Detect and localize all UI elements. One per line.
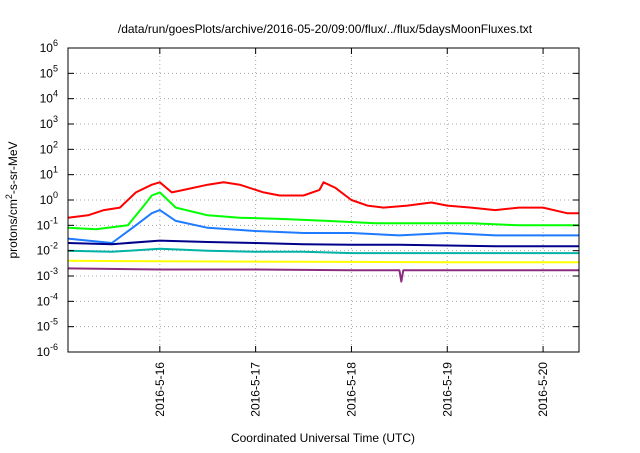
x-tick-label: 2016-5-19 (440, 362, 454, 417)
series-line (67, 181, 579, 219)
y-axis-label-main: protons/cm (6, 199, 20, 258)
y-axis-label: protons/cm2-s-sr-MeV (4, 141, 20, 258)
y-tick-label: 10-2 (37, 241, 58, 258)
y-axis-label-sup: 2 (4, 194, 14, 199)
x-tick-label: 2016-5-16 (153, 362, 167, 417)
series-line (67, 267, 579, 283)
y-tick-label: 10-5 (37, 317, 58, 334)
y-tick-label: 102 (40, 139, 58, 156)
series-line (67, 239, 579, 248)
grid-layer (68, 48, 579, 352)
y-tick-label: 100 (40, 190, 58, 207)
y-tick-label: 10-3 (37, 266, 58, 283)
series-line (67, 259, 579, 264)
y-tick-label: 104 (40, 89, 58, 106)
y-tick-label: 10-6 (37, 342, 58, 359)
series-layer (67, 181, 579, 283)
series-line (67, 191, 579, 231)
series-line (67, 209, 579, 244)
ticks-layer: 10-6 10-5 10-4 10-3 10-2 10-1 100 101 102 103 104 1… (37, 38, 579, 417)
chart-title: /data/run/goesPlots/archive/2016-05-20/0… (118, 22, 533, 36)
y-tick-label: 10-4 (37, 291, 58, 308)
x-tick-label: 2016-5-18 (344, 362, 358, 417)
y-axis-label-rest: -s-sr-MeV (6, 141, 20, 194)
y-tick-label: 105 (40, 63, 58, 80)
x-tick-label: 2016-5-17 (249, 362, 263, 417)
y-tick-label: 106 (40, 38, 58, 55)
plot-frame (67, 47, 580, 353)
y-tick-label: 10-1 (37, 215, 58, 232)
x-tick-label: 2016-5-20 (536, 362, 550, 417)
series-line (67, 247, 579, 255)
y-tick-label: 103 (40, 114, 58, 131)
y-tick-label: 101 (40, 165, 58, 182)
x-axis-label: Coordinated Universal Time (UTC) (231, 431, 415, 445)
